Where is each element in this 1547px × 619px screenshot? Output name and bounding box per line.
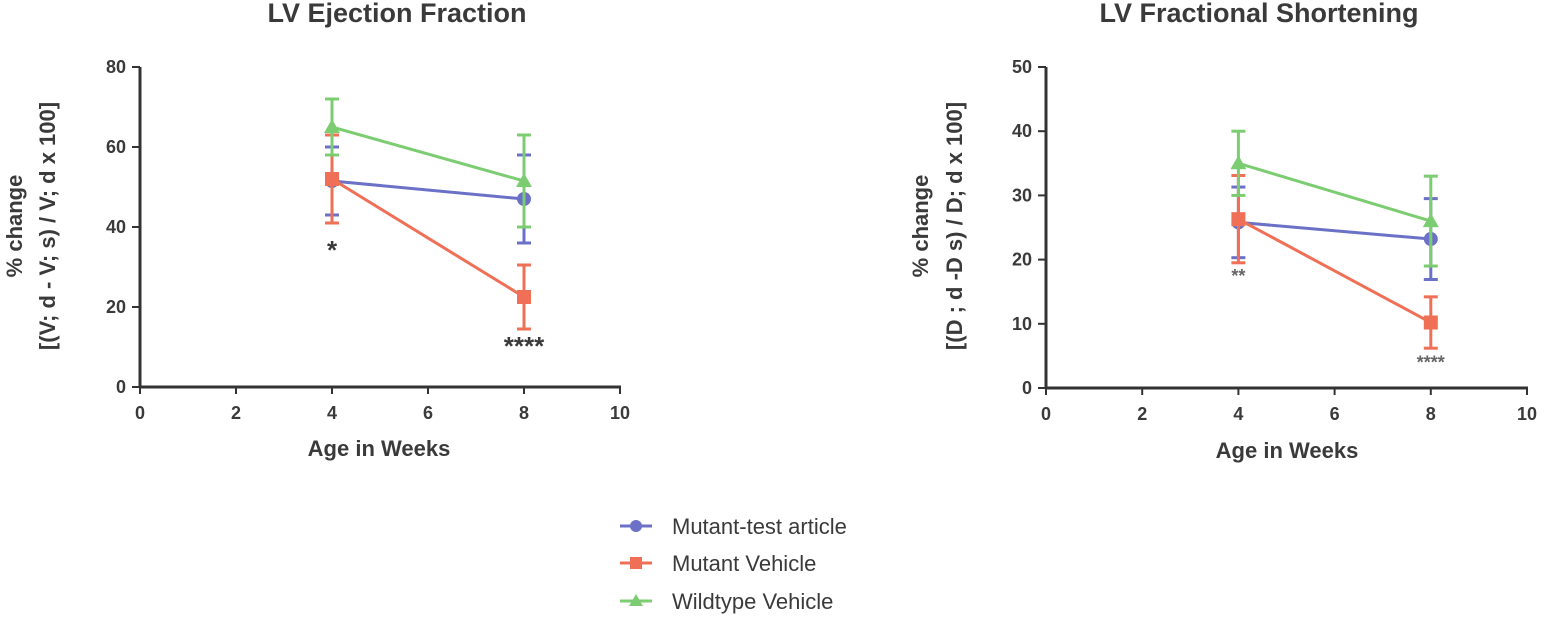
data-point [1231,212,1246,227]
x-tick-label: 6 [423,403,433,423]
y-tick-label: 50 [1012,57,1032,77]
legend-item-wildtype-vehicle: Wildtype Vehicle [620,589,833,614]
legend-item-mutant-test-article: Mutant-test article [620,514,847,539]
x-axis-title: Age in Weeks [308,436,451,461]
x-tick-label: 4 [327,403,337,423]
data-point [1423,315,1438,330]
y-tick-label: 20 [1012,250,1032,270]
y-axis-title-line2: [(D ; d -D s) / D; d x 100] [942,102,967,350]
series-line [331,177,525,299]
data-point [1230,155,1247,170]
data-point [1422,213,1439,228]
data-point [324,119,340,133]
y-axis-title-line1: % change [2,175,27,278]
x-tick-label: 0 [135,403,145,423]
x-tick-label: 6 [1330,404,1340,424]
chart-title: LV Ejection Fraction [267,0,526,28]
y-tick-label: 30 [1012,185,1032,205]
x-tick-label: 4 [1233,404,1243,424]
significance-annotation: **** [1417,353,1445,373]
legend: Mutant-test article Mutant Vehicle Wildt… [620,514,847,614]
significance-annotation: * [327,235,338,265]
y-tick-label: 40 [106,217,126,237]
data-point [517,290,531,304]
legend-label: Wildtype Vehicle [672,589,833,614]
significance-annotation: ** [1231,266,1245,286]
series-line [1237,161,1432,223]
x-tick-label: 0 [1041,404,1051,424]
y-tick-label: 0 [1022,378,1032,398]
series-line [1237,217,1432,324]
y-axis-title-line1: % change [908,175,933,278]
y-tick-label: 20 [106,297,126,317]
x-tick-label: 10 [610,403,630,423]
series-line [331,179,525,201]
y-axis-title-line2: [(V; d - V; s) / V; d x 100] [35,102,60,350]
x-axis-title: Age in Weeks [1216,438,1359,463]
series-line [1238,220,1431,241]
series-line [331,125,525,183]
legend-label: Mutant Vehicle [672,551,816,576]
y-tick-label: 0 [116,377,126,397]
square-marker-icon [630,557,642,569]
triangle-marker-icon [629,594,643,606]
x-tick-label: 8 [1426,404,1436,424]
legend-item-mutant-vehicle: Mutant Vehicle [620,551,816,576]
x-tick-label: 2 [1137,404,1147,424]
x-tick-label: 8 [519,403,529,423]
y-tick-label: 80 [106,57,126,77]
legend-label: Mutant-test article [672,514,847,539]
chart-title: LV Fractional Shortening [1099,0,1418,28]
x-tick-label: 2 [231,403,241,423]
x-tick-label: 10 [1517,404,1537,424]
y-tick-label: 40 [1012,121,1032,141]
data-point [516,173,532,187]
chart-fractional-shortening: LV Fractional Shortening Age in Weeks % … [908,0,1537,463]
data-point [325,172,339,186]
y-tick-label: 10 [1012,314,1032,334]
chart-ejection-fraction: LV Ejection Fraction Age in Weeks % chan… [2,0,630,461]
y-tick-label: 60 [106,137,126,157]
significance-annotation: **** [504,331,545,361]
circle-marker-icon [630,520,642,532]
